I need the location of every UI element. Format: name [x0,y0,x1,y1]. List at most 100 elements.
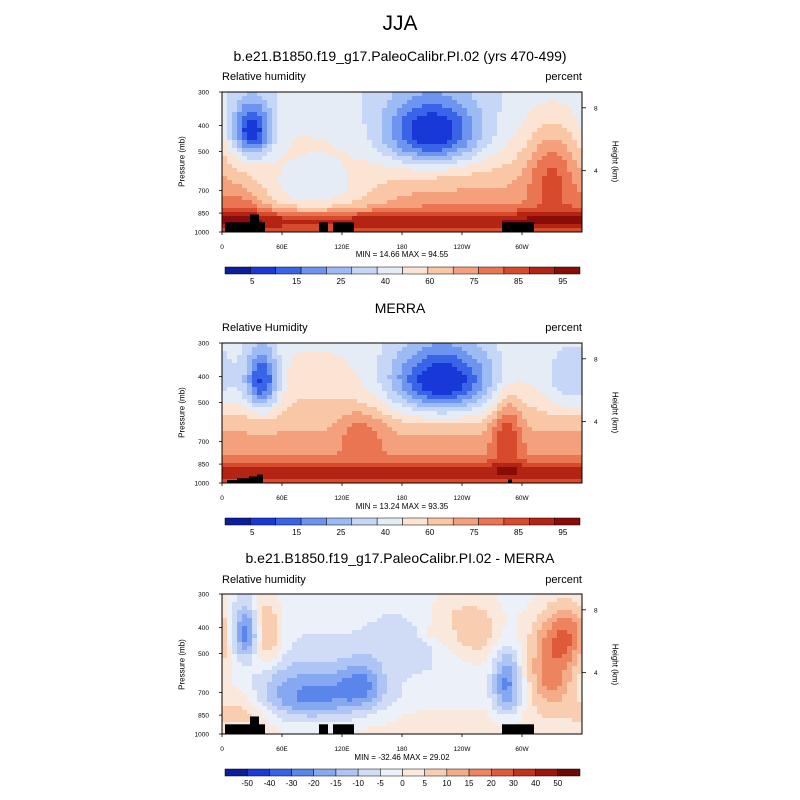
heatmap-cell [282,451,288,456]
heatmap-cell [402,395,408,400]
heatmap-cell [507,391,513,396]
heatmap-cell [462,160,468,165]
heatmap-cell [367,124,373,129]
heatmap-cell [477,192,483,197]
heatmap-cell [372,343,378,348]
heatmap-cell [317,459,323,464]
heatmap-cell [507,144,513,149]
heatmap-cell [347,347,353,352]
heatmap-cell [337,216,343,221]
heatmap-cell [342,423,348,428]
heatmap-cell [437,184,443,189]
heatmap-cell [357,228,363,233]
heatmap-cell [287,112,293,117]
heatmap-cell [397,216,403,221]
heatmap-cell [272,124,278,129]
heatmap-cell [492,427,498,432]
heatmap-cell [297,172,303,177]
heatmap-cell [422,359,428,364]
heatmap-cell [522,407,528,412]
heatmap-cell [237,200,243,205]
heatmap-cell [277,447,283,452]
heatmap-cell [387,180,393,185]
heatmap-cell [257,439,263,444]
heatmap-cell [427,216,433,221]
heatmap-cell [292,216,298,221]
heatmap-cell [472,347,478,352]
heatmap-cell [237,407,243,412]
heatmap-cell [287,152,293,157]
heatmap-cell [222,188,228,193]
heatmap-cell [352,439,358,444]
heatmap-cell [367,395,373,400]
heatmap-cell [232,180,238,185]
heatmap-cell [332,212,338,217]
heatmap-cell [417,355,423,360]
heatmap-cell [507,383,513,388]
heatmap-cell [447,419,453,424]
heatmap-cell [377,188,383,193]
heatmap-cell [222,140,228,145]
heatmap-cell [367,228,373,233]
heatmap-cell [292,351,298,356]
heatmap-cell [577,120,583,125]
heatmap-cell [277,391,283,396]
heatmap-cell [487,192,493,197]
heatmap-cell [477,132,483,137]
heatmap-cell [432,367,438,372]
heatmap-cell [382,443,388,448]
heatmap-cell [492,419,498,424]
heatmap-cell [457,216,463,221]
heatmap-cell [532,391,538,396]
heatmap-cell [417,132,423,137]
heatmap-cell [332,423,338,428]
heatmap-cell [482,104,488,109]
heatmap-cell [297,451,303,456]
heatmap-cell [452,367,458,372]
heatmap-cell [462,443,468,448]
heatmap-cell [467,212,473,217]
heatmap-cell [312,391,318,396]
heatmap-cell [392,220,398,225]
heatmap-cell [412,132,418,137]
heatmap-cell [497,351,503,356]
heatmap-cell [487,224,493,229]
heatmap-cell [357,200,363,205]
heatmap-cell [497,455,503,460]
heatmap-cell [222,351,228,356]
heatmap-cell [327,383,333,388]
heatmap-cell [402,156,408,161]
heatmap-cell [252,411,258,416]
heatmap-cell [502,443,508,448]
heatmap-cell [412,172,418,177]
heatmap-cell [462,144,468,149]
heatmap-cell [502,399,508,404]
heatmap-cell [572,399,578,404]
heatmap-cell [347,148,353,153]
heatmap-cell [257,407,263,412]
heatmap-cell [297,96,303,101]
heatmap-cell [497,224,503,229]
heatmap-cell [472,427,478,432]
heatmap-cell [232,156,238,161]
heatmap-cell [292,427,298,432]
heatmap-cell [337,387,343,392]
heatmap-cell [297,351,303,356]
heatmap-cell [572,148,578,153]
heatmap-cell [327,459,333,464]
heatmap-cell [327,415,333,420]
heatmap-cell [467,411,473,416]
heatmap-cell [422,471,428,476]
x-tick-label: 60W [515,244,529,251]
heatmap-cell [227,112,233,117]
heatmap-cell [502,116,508,121]
heatmap-cell [337,435,343,440]
heatmap-cell [332,104,338,109]
heatmap-cell [392,208,398,213]
heatmap-cell [522,140,528,145]
heatmap-cell [527,220,533,225]
heatmap-cell [287,435,293,440]
heatmap-cell [302,387,308,392]
heatmap-cell [452,116,458,121]
heatmap-cell [517,443,523,448]
